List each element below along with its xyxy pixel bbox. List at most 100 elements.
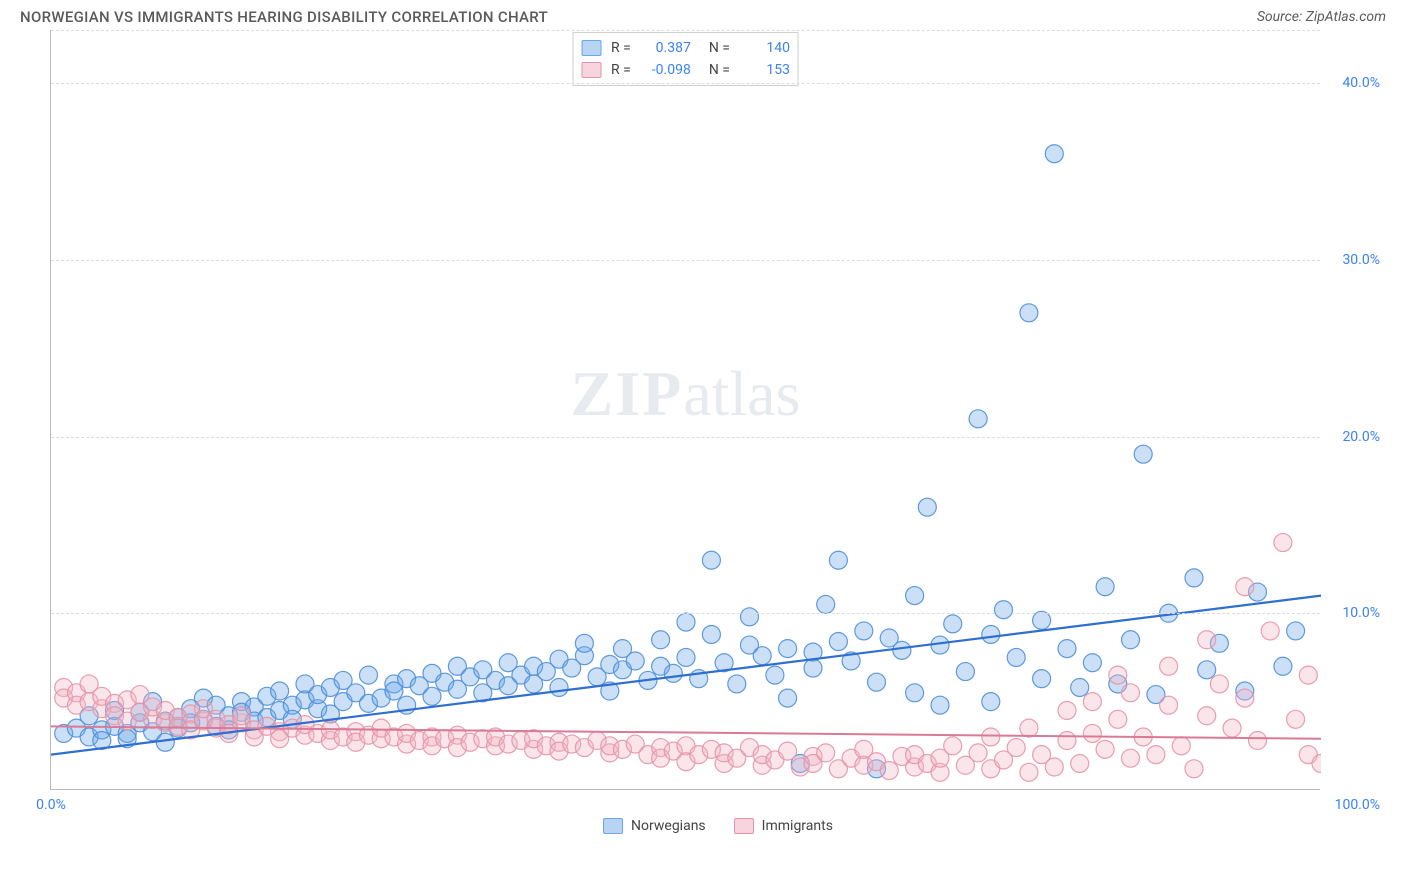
y-tick-label: 10.0% — [1342, 605, 1380, 621]
scatter-point — [1096, 740, 1114, 758]
scatter-point — [766, 666, 784, 684]
scatter-point — [931, 696, 949, 714]
scatter-point — [779, 742, 797, 760]
plot-area: ZIPatlas R =0.387N =140R =-0.098N =153 1… — [50, 30, 1320, 790]
legend-swatch — [603, 818, 623, 834]
scatter-point — [944, 615, 962, 633]
legend-label: Immigrants — [762, 818, 833, 834]
scatter-point — [664, 664, 682, 682]
scatter-point — [702, 551, 720, 569]
scatter-point — [550, 678, 568, 696]
scatter-point — [1223, 719, 1241, 737]
y-tick-label: 20.0% — [1342, 429, 1380, 445]
scatter-point — [423, 687, 441, 705]
scatter-point — [1058, 701, 1076, 719]
scatter-point — [360, 666, 378, 684]
scatter-point — [1249, 732, 1267, 750]
scatter-point — [1096, 578, 1114, 596]
scatter-point — [1160, 696, 1178, 714]
scatter-point — [1261, 622, 1279, 640]
scatter-point — [1287, 710, 1305, 728]
x-tick-label: 0.0% — [36, 797, 66, 813]
scatter-point — [1185, 569, 1203, 587]
legend-item: Immigrants — [734, 818, 833, 834]
scatter-point — [982, 728, 1000, 746]
scatter-point — [753, 647, 771, 665]
scatter-point — [1147, 746, 1165, 764]
scatter-point — [1299, 666, 1317, 684]
scatter-point — [1033, 670, 1051, 688]
scatter-point — [741, 608, 759, 626]
scatter-point — [779, 689, 797, 707]
scatter-point — [1274, 534, 1292, 552]
scatter-point — [652, 631, 670, 649]
scatter-point — [1160, 657, 1178, 675]
scatter-point — [1122, 631, 1140, 649]
scatter-point — [1287, 622, 1305, 640]
chart-container: Hearing Disability ZIPatlas R =0.387N =1… — [50, 30, 1386, 834]
scatter-point — [233, 707, 251, 725]
scatter-point — [1058, 732, 1076, 750]
scatter-point — [817, 744, 835, 762]
scatter-point — [779, 640, 797, 658]
scatter-point — [982, 693, 1000, 711]
scatter-point — [944, 737, 962, 755]
scatter-point — [829, 633, 847, 651]
scatter-point — [1198, 661, 1216, 679]
scatter-point — [969, 410, 987, 428]
scatter-point — [868, 673, 886, 691]
scatter-point — [1109, 710, 1127, 728]
y-tick-label: 40.0% — [1342, 75, 1380, 91]
scatter-point — [969, 744, 987, 762]
scatter-point — [702, 625, 720, 643]
scatter-point — [880, 762, 898, 780]
scatter-point — [1007, 648, 1025, 666]
scatter-point — [677, 613, 695, 631]
scatter-point — [1172, 737, 1190, 755]
scatter-point — [1236, 578, 1254, 596]
plot-svg — [51, 30, 1321, 790]
scatter-point — [575, 634, 593, 652]
gridline — [51, 30, 1320, 31]
scatter-point — [1020, 719, 1038, 737]
scatter-point — [1071, 754, 1089, 772]
scatter-point — [1083, 724, 1101, 742]
scatter-point — [918, 498, 936, 516]
scatter-point — [626, 652, 644, 670]
scatter-point — [906, 684, 924, 702]
scatter-point — [1020, 304, 1038, 322]
scatter-point — [1185, 760, 1203, 778]
scatter-point — [728, 675, 746, 693]
gridline — [51, 437, 1320, 438]
scatter-point — [1122, 749, 1140, 767]
scatter-point — [1109, 666, 1127, 684]
scatter-point — [1198, 707, 1216, 725]
scatter-point — [1007, 739, 1025, 757]
scatter-point — [1071, 678, 1089, 696]
scatter-point — [817, 595, 835, 613]
source-attribution: Source: ZipAtlas.com — [1257, 9, 1386, 25]
scatter-point — [156, 733, 174, 751]
scatter-point — [1045, 145, 1063, 163]
scatter-point — [995, 601, 1013, 619]
scatter-point — [829, 551, 847, 569]
x-tick-label: 100.0% — [1335, 797, 1380, 813]
scatter-point — [1274, 657, 1292, 675]
y-tick-label: 30.0% — [1342, 252, 1380, 268]
scatter-point — [893, 641, 911, 659]
scatter-point — [804, 659, 822, 677]
scatter-point — [1134, 445, 1152, 463]
scatter-point — [1045, 758, 1063, 776]
scatter-point — [906, 587, 924, 605]
gridline — [51, 613, 1320, 614]
legend-label: Norwegians — [631, 818, 706, 834]
scatter-point — [1210, 675, 1228, 693]
scatter-point — [1236, 689, 1254, 707]
scatter-point — [1198, 631, 1216, 649]
scatter-point — [677, 648, 695, 666]
bottom-legend: Norwegians Immigrants — [50, 818, 1386, 834]
gridline — [51, 260, 1320, 261]
scatter-point — [982, 625, 1000, 643]
scatter-point — [855, 622, 873, 640]
scatter-point — [1122, 684, 1140, 702]
